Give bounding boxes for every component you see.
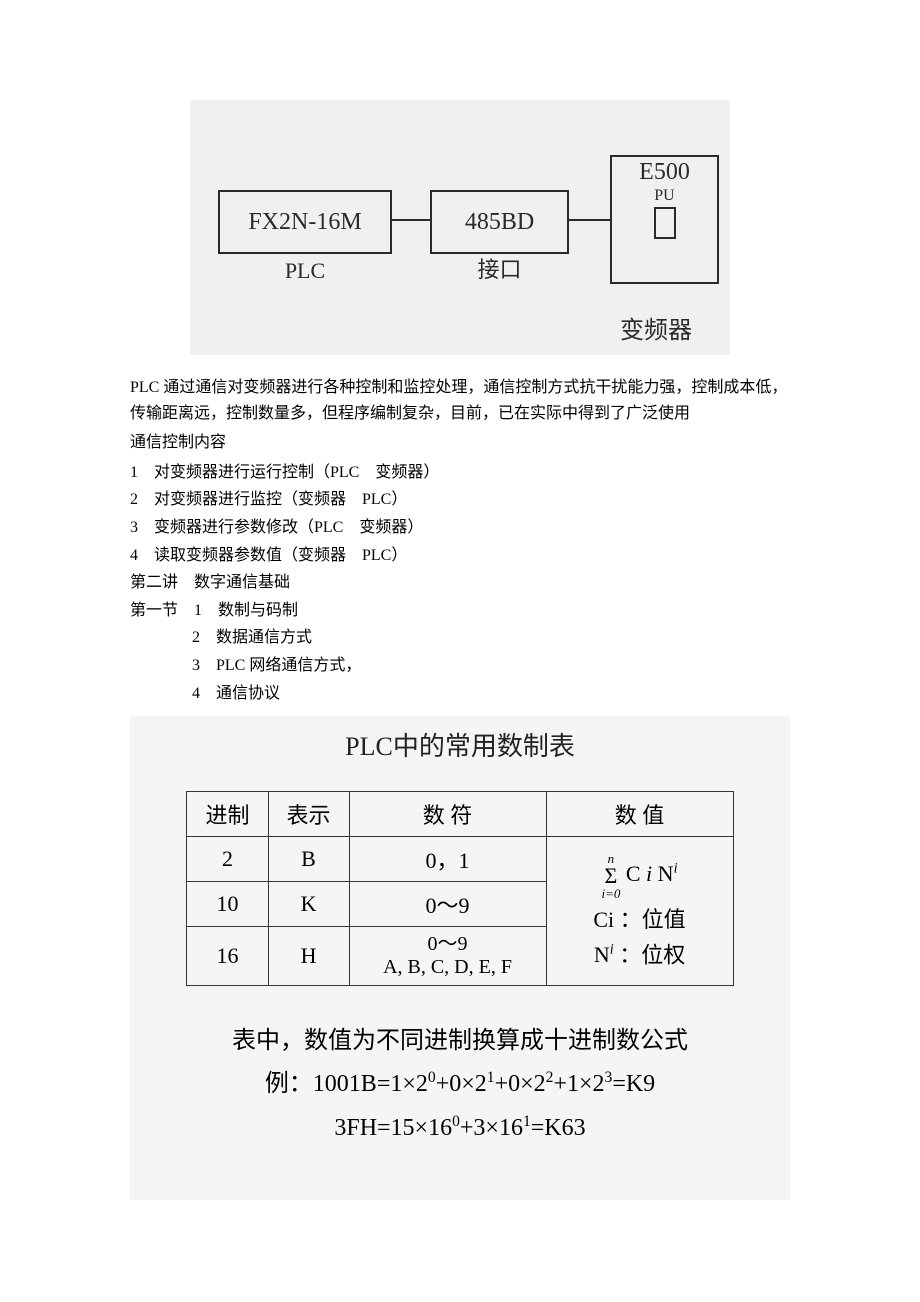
caption-text: +1×2: [553, 1071, 604, 1097]
paragraph: PLC 通过通信对变频器进行各种控制和监控处理，通信控制方式抗干扰能力强，控制成…: [130, 375, 790, 426]
list-item: 3 变频器进行参数修改（PLC 变频器）: [130, 515, 790, 541]
table-figure: PLC中的常用数制表 进制 表示 数 符 数 值 2 B 0，1 n Σ i=0: [130, 716, 790, 1200]
table-cell: 0～9 A, B, C, D, E, F: [349, 927, 546, 986]
table-header-cell: 进制: [187, 792, 268, 837]
caption-text: +0×2: [436, 1071, 487, 1097]
value-ni-suffix: ：位权: [614, 942, 686, 967]
caption-text: =K9: [612, 1071, 655, 1097]
table-row: 2 B 0，1 n Σ i=0 C i Ni Ci ：位值 Ni ：位权: [187, 837, 733, 882]
sum-lower: i=0: [601, 887, 620, 900]
inverter-port-icon: [654, 207, 676, 239]
table-cell: 16: [187, 927, 268, 986]
plc-box: FX2N-16M PLC: [218, 190, 392, 254]
caption-text: 3FH=15×16: [334, 1115, 452, 1141]
caption-line: 例：1001B=1×20+0×21+0×22+1×23=K9: [130, 1063, 790, 1106]
table-cell: K: [268, 882, 349, 927]
table-header-row: 进制 表示 数 符 数 值: [187, 792, 733, 837]
caption-text: +3×16: [460, 1115, 523, 1141]
table-cell: 10: [187, 882, 268, 927]
plc-box-sublabel: PLC: [285, 258, 325, 284]
value-ci-label: Ci ：位值: [593, 907, 685, 932]
caption-text: 例：1001B=1×2: [265, 1071, 428, 1097]
interface-box: 485BD 接口: [430, 190, 569, 254]
plc-box-label: FX2N-16M: [248, 209, 361, 236]
heading-line: 第一节 1 数制与码制: [130, 598, 790, 624]
table-cell: 0，1: [349, 837, 546, 882]
interface-box-sublabel: 接口: [477, 252, 521, 284]
list-item: 4 通信协议: [130, 681, 790, 707]
table-cell: B: [268, 837, 349, 882]
table-cell: 0～9: [349, 882, 546, 927]
number-system-table: 进制 表示 数 符 数 值 2 B 0，1 n Σ i=0 C i Ni: [186, 791, 733, 986]
digits-top: 0～9: [428, 933, 468, 955]
caption-text: =K63: [531, 1115, 586, 1141]
table-cell: H: [268, 927, 349, 986]
block-diagram: FX2N-16M PLC 485BD 接口 E500 PU 变频器: [190, 100, 730, 355]
table-header-cell: 数 符: [349, 792, 546, 837]
table-header-cell: 数 值: [546, 792, 733, 837]
list-item: 2 数据通信方式: [130, 625, 790, 651]
table-cell: 2: [187, 837, 268, 882]
heading-line: 第二讲 数字通信基础: [130, 570, 790, 596]
document-page: FX2N-16M PLC 485BD 接口 E500 PU 变频器 PLC 通过…: [0, 0, 920, 1300]
value-ni-label: Ni: [594, 942, 614, 967]
caption-line: 表中，数值为不同进制换算成十进制数公式: [130, 1020, 790, 1063]
connector-line: [390, 219, 430, 221]
table-value-cell: n Σ i=0 C i Ni Ci ：位值 Ni ：位权: [546, 837, 733, 986]
caption-text: +0×2: [495, 1071, 546, 1097]
table-header-cell: 表示: [268, 792, 349, 837]
inverter-box: E500 PU: [610, 155, 719, 284]
list-item: 3 PLC 网络通信方式，: [130, 653, 790, 679]
inverter-sublabel: 变频器: [620, 310, 692, 345]
caption-line: 3FH=15×160+3×161=K63: [130, 1107, 790, 1150]
connector-line: [567, 219, 610, 221]
table-title: PLC中的常用数制表: [130, 726, 790, 763]
interface-box-label: 485BD: [465, 209, 534, 236]
table-caption: 表中，数值为不同进制换算成十进制数公式 例：1001B=1×20+0×21+0×…: [130, 1020, 790, 1150]
list-item: 1 对变频器进行运行控制（PLC 变频器）: [130, 460, 790, 486]
inverter-top-label: E500: [612, 159, 717, 186]
paragraph: 通信控制内容: [130, 430, 790, 456]
list-item: 2 对变频器进行监控（变频器 PLC）: [130, 487, 790, 513]
inverter-port-label: PU: [654, 187, 674, 205]
digits-bottom: A, B, C, D, E, F: [383, 956, 512, 978]
list-item: 4 读取变频器参数值（变频器 PLC）: [130, 543, 790, 569]
